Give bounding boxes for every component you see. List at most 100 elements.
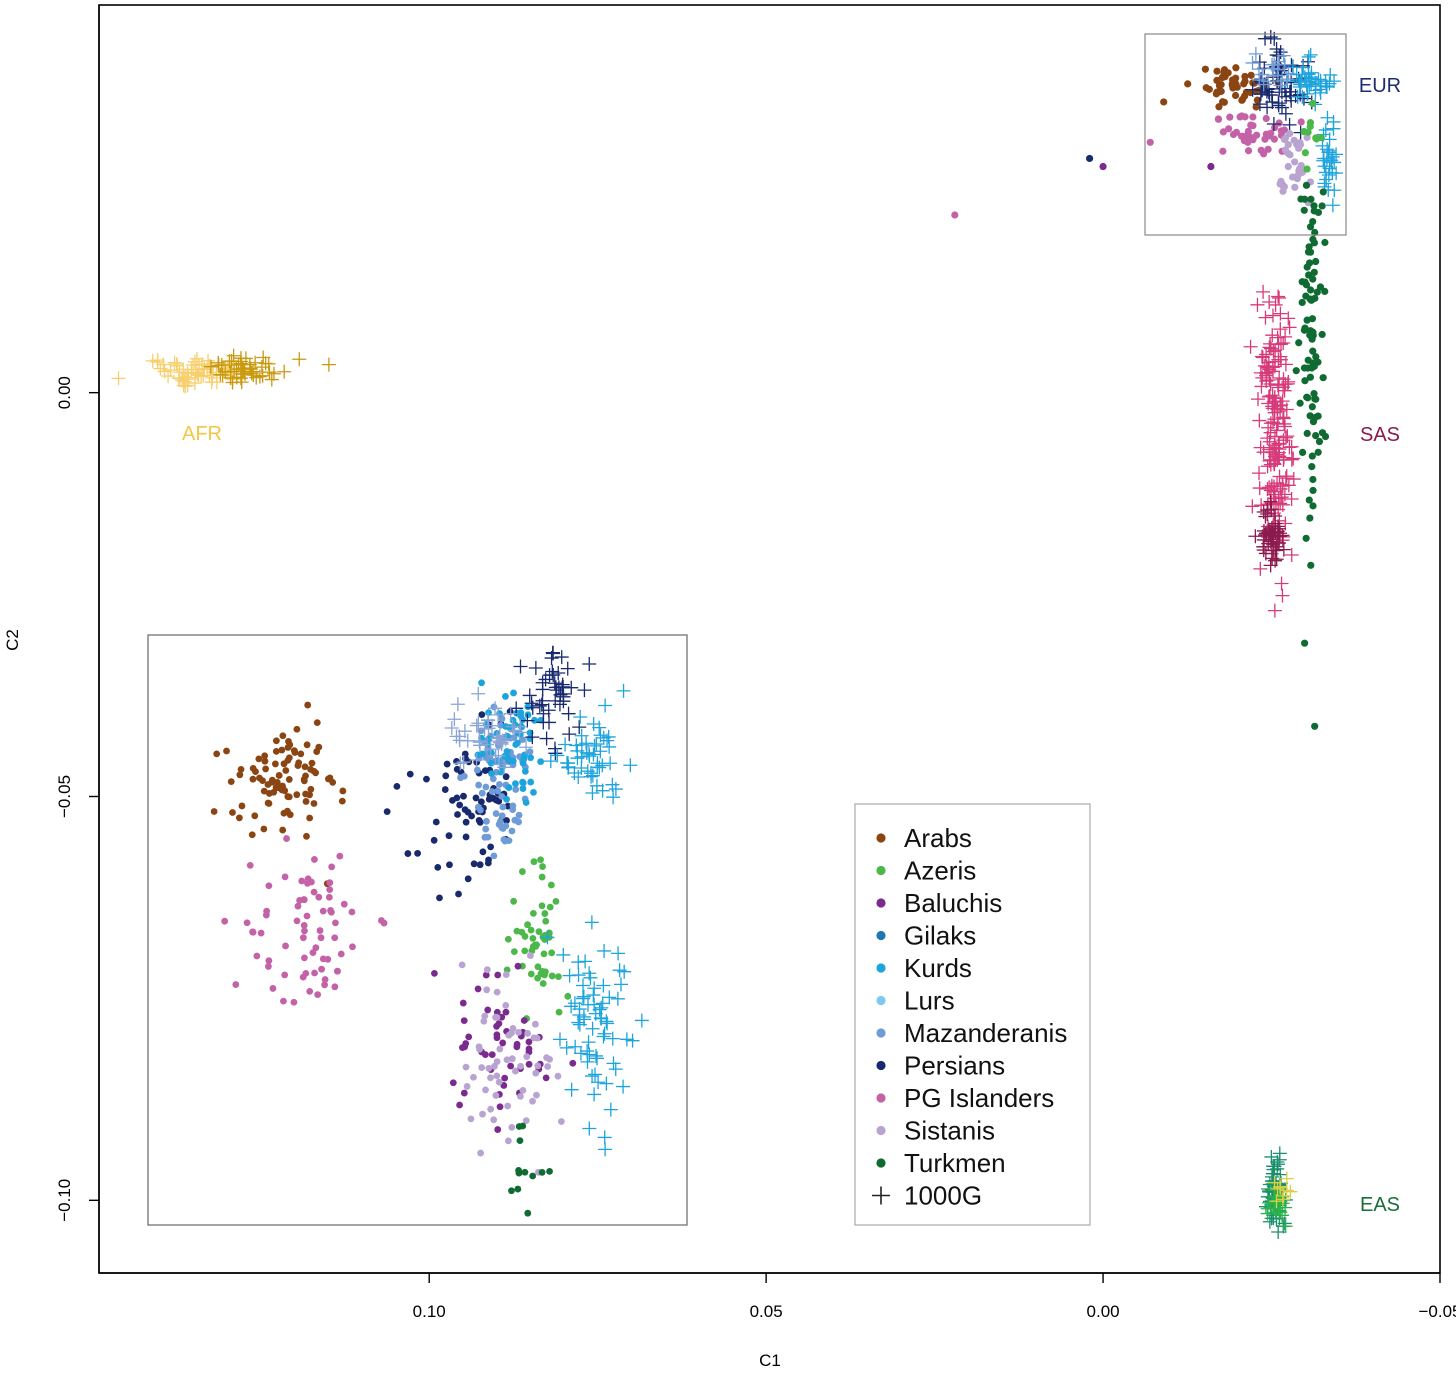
inset-point <box>301 927 308 935</box>
inset-point <box>473 766 481 774</box>
point-sas <box>1281 311 1296 326</box>
point-sas <box>1318 429 1327 437</box>
inset-point <box>272 748 280 755</box>
inset-point <box>608 1062 623 1077</box>
inset-point <box>593 728 608 743</box>
point-sas <box>1267 521 1282 536</box>
point-sas <box>1263 457 1278 472</box>
inset-point <box>283 835 290 842</box>
point-eur <box>1282 117 1297 132</box>
inset-point <box>307 785 315 793</box>
point-eas <box>1271 1225 1286 1240</box>
inset-point <box>610 991 625 1006</box>
inset-point <box>227 778 235 786</box>
point-sas <box>1275 477 1290 492</box>
point-sas <box>1267 405 1282 420</box>
main-points <box>111 30 1344 1240</box>
point-eur <box>1327 155 1342 170</box>
inset-point <box>494 735 509 750</box>
legend-label: Arabs <box>904 823 972 853</box>
point-sas <box>1310 202 1318 210</box>
inset-points <box>210 645 649 1217</box>
inset-point <box>498 1013 506 1021</box>
inset-point <box>248 831 256 839</box>
inset-point <box>333 967 341 975</box>
point-sas <box>1276 450 1291 465</box>
point-eur <box>1231 91 1240 100</box>
inset-point <box>530 909 537 917</box>
inset-point <box>488 1051 496 1059</box>
inset-point <box>592 760 607 775</box>
inset-point <box>456 1101 463 1109</box>
inset-point <box>585 768 600 783</box>
inset-point <box>229 809 236 816</box>
inset-point <box>602 990 617 1005</box>
inset-point <box>477 798 485 806</box>
inset-point <box>548 949 556 957</box>
point-eas <box>1278 1219 1293 1234</box>
inset-point <box>453 765 461 773</box>
inset-point <box>301 954 308 962</box>
point-eur <box>1201 65 1209 73</box>
inset-point <box>474 803 482 811</box>
inset-point <box>490 852 498 860</box>
point-sas <box>1269 539 1284 554</box>
inset-point <box>281 971 289 979</box>
inset-point <box>311 969 318 977</box>
inset-point <box>484 1006 492 1014</box>
point-sas <box>1284 547 1299 562</box>
inset-point <box>489 775 497 783</box>
point-afr <box>264 372 279 387</box>
point-eur <box>1293 172 1301 180</box>
point-eur <box>1271 123 1279 132</box>
point-afr <box>254 360 269 375</box>
inset-point <box>444 721 459 736</box>
legend-item-kurds: Kurds <box>876 953 972 983</box>
point-sas <box>1260 431 1275 446</box>
inset-point <box>301 763 309 771</box>
inset-point <box>502 971 510 978</box>
inset-point <box>313 748 321 755</box>
point-eur <box>1212 90 1220 98</box>
point-sas <box>1270 476 1285 491</box>
point-eur <box>1304 128 1312 136</box>
inset-point <box>471 716 486 731</box>
inset-point <box>505 1137 512 1145</box>
point-sas <box>1310 268 1318 276</box>
inset-point <box>487 1074 494 1082</box>
inset-point <box>314 991 322 999</box>
inset-point <box>593 1011 608 1026</box>
inset-point <box>282 767 290 774</box>
inset-point <box>571 968 586 983</box>
inset-point <box>585 786 600 801</box>
inset-point <box>210 808 218 815</box>
inset-point <box>478 789 486 797</box>
inset-point <box>282 942 289 950</box>
outlier-point <box>1146 138 1154 146</box>
inset-point <box>556 689 571 704</box>
inset-point <box>319 907 327 915</box>
inset-point <box>509 802 517 810</box>
inset-point <box>481 833 489 841</box>
inset-point <box>611 946 626 961</box>
inset-point <box>586 988 601 1003</box>
inset-point <box>541 703 556 718</box>
point-eur <box>1295 167 1303 175</box>
point-eur <box>1260 100 1275 115</box>
point-sas <box>1307 561 1315 569</box>
point-eur <box>1301 66 1316 81</box>
point-afr <box>205 370 220 385</box>
y-tick-label: 0.00 <box>55 376 74 409</box>
inset-point <box>549 683 564 698</box>
point-sas <box>1310 390 1318 398</box>
point-sas <box>1309 502 1317 510</box>
point-eur <box>1184 80 1192 88</box>
inset-point <box>505 837 513 845</box>
point-sas <box>1277 487 1292 502</box>
inset-point <box>328 863 336 871</box>
inset-point <box>533 941 540 949</box>
inset-point <box>213 750 221 758</box>
inset-point <box>457 774 464 782</box>
inset-point <box>262 765 270 773</box>
inset-point <box>527 926 535 934</box>
